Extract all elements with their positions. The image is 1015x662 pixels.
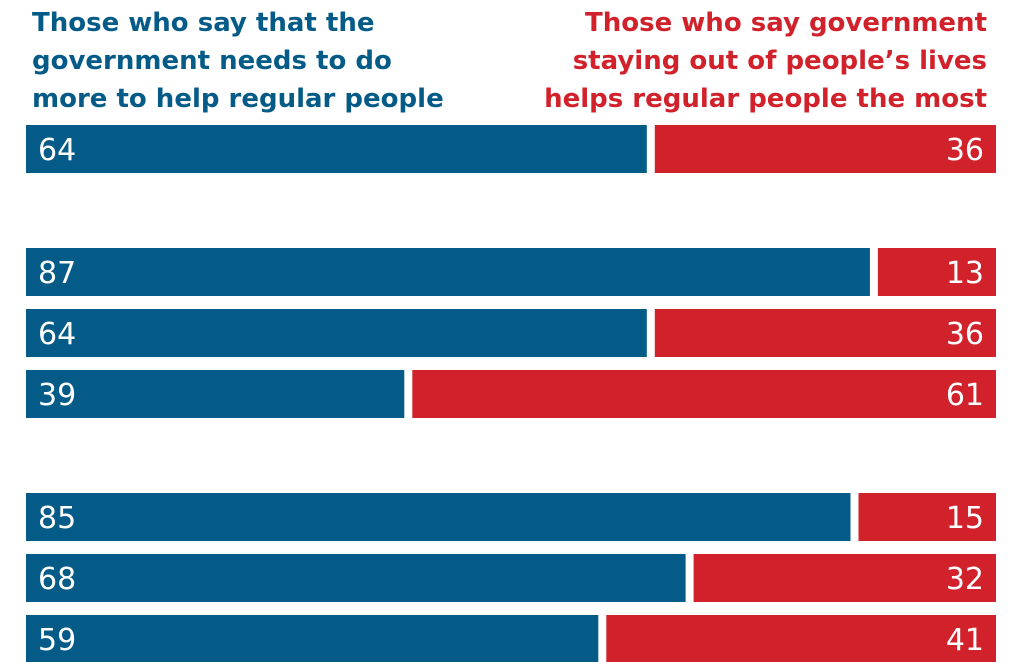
data-label-series-1-row-6: 59: [38, 623, 76, 658]
data-label-series-2-row-1: 13: [946, 256, 984, 291]
bar-series-2-row-3: [412, 370, 996, 418]
bar-series-1-row-6: [26, 615, 599, 662]
legend-series-2: Those who say government staying out of …: [544, 8, 987, 114]
bar-series-1-row-1: [26, 248, 870, 296]
bar-series-2-row-4: [858, 493, 996, 541]
data-label-series-1-row-1: 87: [38, 256, 76, 291]
data-label-series-2-row-4: 15: [946, 501, 984, 536]
data-label-series-2-row-3: 61: [946, 378, 984, 413]
data-label-series-2-row-2: 36: [946, 317, 984, 352]
bar-series-2-row-6: [606, 615, 996, 662]
bar-series-2-row-2: [654, 309, 996, 357]
bar-series-1-row-5: [26, 554, 686, 602]
data-label-series-1-row-5: 68: [38, 562, 76, 597]
data-label-series-2-row-6: 41: [946, 623, 984, 658]
bar-series-1-row-0: [26, 125, 647, 173]
bar-series-1-row-3: [26, 370, 405, 418]
data-label-series-1-row-2: 64: [38, 317, 76, 352]
data-label-series-2-row-0: 36: [946, 133, 984, 168]
data-label-series-1-row-3: 39: [38, 378, 76, 413]
bar-series-2-row-0: [654, 125, 996, 173]
data-label-series-2-row-5: 32: [946, 562, 984, 597]
bar-series-1-row-4: [26, 493, 851, 541]
data-label-series-1-row-4: 85: [38, 501, 76, 536]
bar-series-2-row-5: [693, 554, 996, 602]
legend-series-1: Those who say that the government needs …: [32, 8, 444, 114]
data-label-series-1-row-0: 64: [38, 133, 76, 168]
bar-series-1-row-2: [26, 309, 647, 357]
bar-series-2-row-1: [877, 248, 996, 296]
